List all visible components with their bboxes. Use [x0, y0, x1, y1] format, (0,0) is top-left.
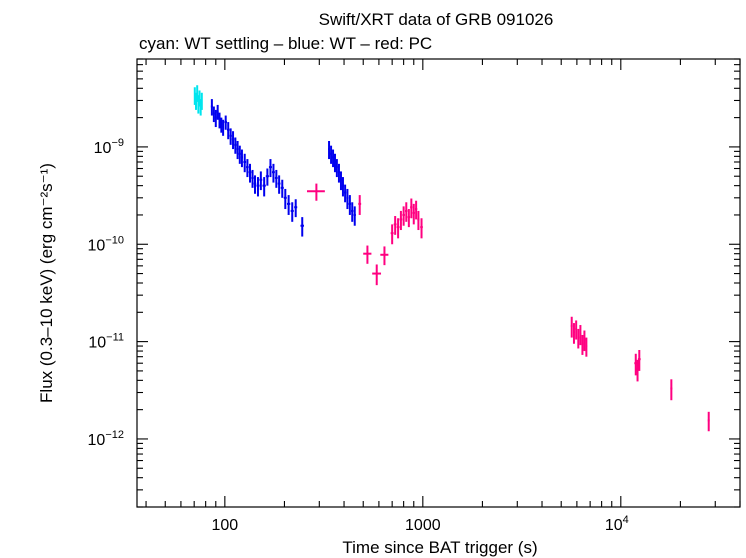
data-point: [198, 90, 201, 107]
data-point: [224, 115, 227, 130]
data-point: [229, 128, 232, 145]
data-point: [240, 149, 243, 168]
series-0: [193, 85, 203, 116]
data-point: [300, 217, 304, 237]
data-point: [243, 153, 247, 173]
data-point: [253, 175, 257, 194]
data-point: [341, 177, 345, 197]
data-point: [670, 379, 673, 401]
data-point: [396, 218, 400, 239]
data-point: [380, 246, 389, 266]
x-axis-label: Time since BAT trigger (s): [342, 538, 537, 557]
data-point: [196, 85, 199, 102]
data-point: [390, 224, 394, 245]
data-point: [581, 334, 584, 355]
data-point: [236, 141, 239, 160]
data-point: [335, 159, 338, 178]
axis-tick-labels: 100 1000 104 10−9 10−10 10−11 10−12: [88, 137, 629, 534]
data-point: [251, 169, 254, 188]
data-point: [579, 325, 582, 346]
data-point: [286, 195, 291, 215]
data-point: [344, 184, 347, 203]
data-point: [231, 131, 235, 150]
y-tick-label: 10−12: [88, 429, 124, 449]
data-point: [268, 159, 272, 178]
data-point: [583, 330, 586, 352]
data-point: [220, 117, 223, 133]
data-point: [333, 153, 336, 173]
data-point: [216, 104, 219, 120]
series-1: [210, 99, 356, 237]
data-point: [294, 199, 298, 218]
plot-frame: [136, 58, 741, 508]
data-point: [405, 202, 408, 222]
data-point: [271, 163, 275, 183]
data-point: [393, 216, 397, 235]
data-point: [363, 245, 372, 264]
chart-subtitle: cyan: WT settling – blue: WT – red: PC: [139, 34, 432, 53]
data-point: [414, 200, 418, 220]
data-point: [212, 106, 215, 123]
data-point: [218, 112, 221, 129]
series-2: [306, 183, 710, 432]
data-point: [274, 169, 278, 188]
data-point: [330, 145, 333, 164]
data-point: [200, 92, 203, 110]
data-point: [417, 210, 420, 231]
x-tick-label: 1000: [405, 517, 441, 534]
data-point: [575, 320, 578, 340]
data-point: [637, 349, 641, 371]
data-point: [290, 202, 294, 222]
data-point: [410, 198, 413, 219]
data-point: [277, 175, 281, 194]
chart-title: Swift/XRT data of GRB 091026: [319, 10, 554, 29]
data-point: [407, 209, 411, 228]
y-tick-label: 10−10: [88, 234, 124, 254]
y-tick-label: 10−11: [88, 332, 124, 352]
data-point: [248, 163, 252, 183]
data-point: [585, 337, 588, 357]
data-point: [570, 316, 573, 338]
data-point: [337, 163, 341, 183]
data-point: [572, 323, 575, 344]
data-points: [193, 85, 710, 432]
data-point: [577, 328, 580, 349]
data-point: [246, 159, 249, 178]
data-point: [222, 119, 225, 136]
data-point: [306, 183, 325, 201]
data-point: [262, 177, 266, 197]
data-point: [372, 264, 382, 286]
data-point: [346, 188, 349, 210]
data-point: [256, 177, 260, 197]
data-point: [402, 206, 405, 226]
data-point: [420, 218, 423, 239]
data-point: [214, 109, 217, 128]
data-point: [238, 145, 241, 164]
data-point: [351, 202, 354, 222]
data-point: [399, 210, 403, 231]
data-point: [265, 168, 269, 186]
data-point: [332, 149, 335, 168]
data-point: [226, 122, 230, 140]
y-axis-label: Flux (0.3–10 keV) (erg cm⁻²s⁻¹): [37, 163, 56, 403]
data-point: [234, 137, 237, 154]
data-point: [328, 141, 331, 160]
data-point: [339, 171, 343, 191]
data-point: [210, 99, 213, 116]
x-tick-label: 104: [605, 514, 629, 534]
x-tick-label: 100: [211, 517, 238, 534]
data-point: [358, 195, 362, 215]
data-point: [707, 411, 710, 432]
data-point: [280, 179, 284, 198]
data-point: [259, 171, 263, 191]
y-tick-label: 10−9: [94, 137, 124, 157]
data-point: [353, 206, 356, 226]
data-point: [283, 188, 287, 210]
data-point: [412, 203, 415, 225]
data-point: [348, 195, 352, 215]
